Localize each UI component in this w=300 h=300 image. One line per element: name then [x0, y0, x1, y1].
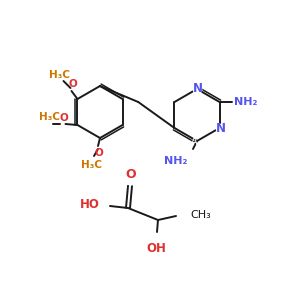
Text: H₃C: H₃C	[39, 112, 60, 122]
Text: N: N	[193, 82, 203, 94]
Text: NH₂: NH₂	[233, 97, 257, 107]
Text: O: O	[126, 168, 136, 181]
Text: HO: HO	[80, 199, 100, 212]
Text: OH: OH	[146, 242, 166, 255]
Text: H₃C: H₃C	[49, 70, 70, 80]
Text: CH₃: CH₃	[190, 210, 211, 220]
Text: N: N	[215, 122, 226, 136]
Text: NH₂: NH₂	[164, 156, 187, 166]
Text: A: A	[191, 137, 197, 147]
Text: O: O	[68, 79, 77, 89]
Text: O: O	[59, 113, 68, 123]
Text: H₃C: H₃C	[82, 160, 103, 170]
Text: O: O	[94, 148, 103, 158]
